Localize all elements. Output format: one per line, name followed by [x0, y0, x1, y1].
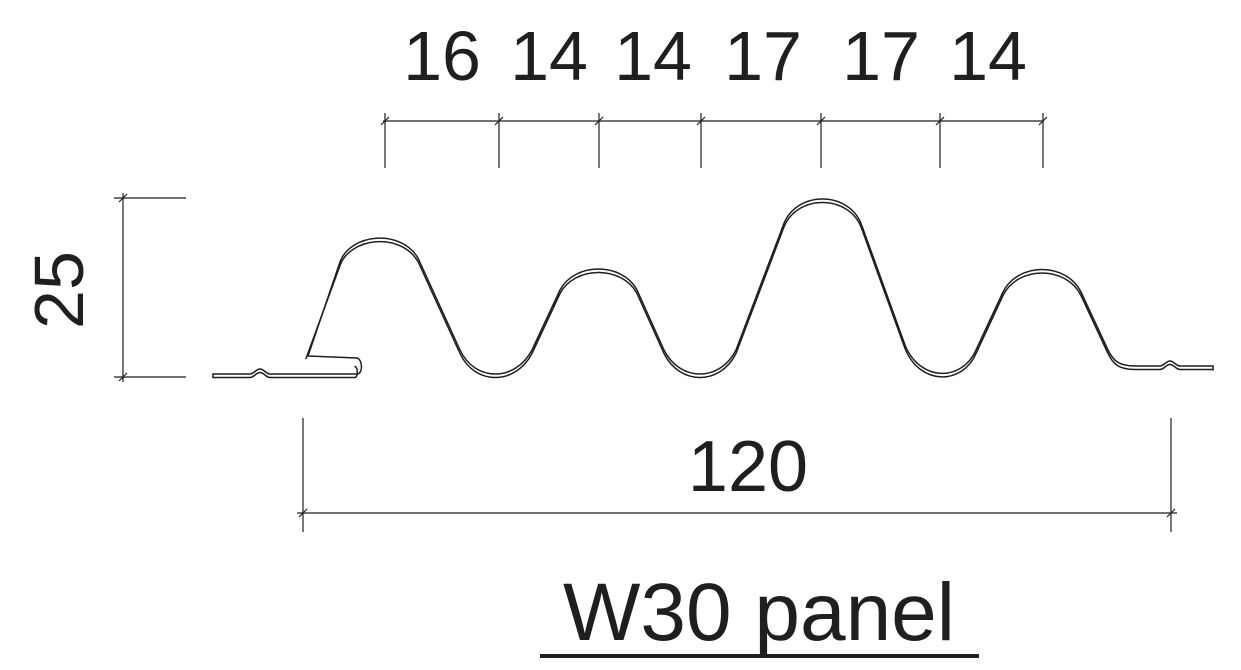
panel-profile	[212, 198, 1214, 379]
rib-spacing-labels: 16 14 14 17 17 14	[403, 17, 1027, 95]
tick-mark	[696, 116, 706, 126]
overall-width-label: 120	[688, 427, 808, 507]
rib-spacing-label: 17	[842, 17, 920, 95]
tick-mark	[118, 372, 128, 382]
tick-mark	[1166, 508, 1176, 518]
tick-mark	[380, 116, 390, 126]
rib-spacing-label: 14	[949, 17, 1027, 95]
height-dimension	[114, 193, 186, 382]
tick-mark	[594, 116, 604, 126]
tick-mark	[298, 508, 308, 518]
rib-spacing-label: 16	[403, 17, 481, 95]
tick-mark	[816, 116, 826, 126]
rib-spacing-label: 14	[510, 17, 588, 95]
panel-title: W30 panel	[563, 567, 955, 658]
rib-spacing-label: 14	[614, 17, 692, 95]
panel-profile-inner-line	[212, 201, 1214, 379]
panel-profile-outer-line	[212, 198, 1214, 375]
rib-spacing-dimension-chain	[380, 113, 1048, 168]
tick-mark	[935, 116, 945, 126]
height-label: 25	[20, 251, 98, 329]
tick-mark	[118, 193, 128, 203]
tick-mark	[1038, 116, 1048, 126]
tick-mark	[494, 116, 504, 126]
width-dimension	[297, 418, 1177, 532]
rib-spacing-label: 17	[724, 17, 802, 95]
